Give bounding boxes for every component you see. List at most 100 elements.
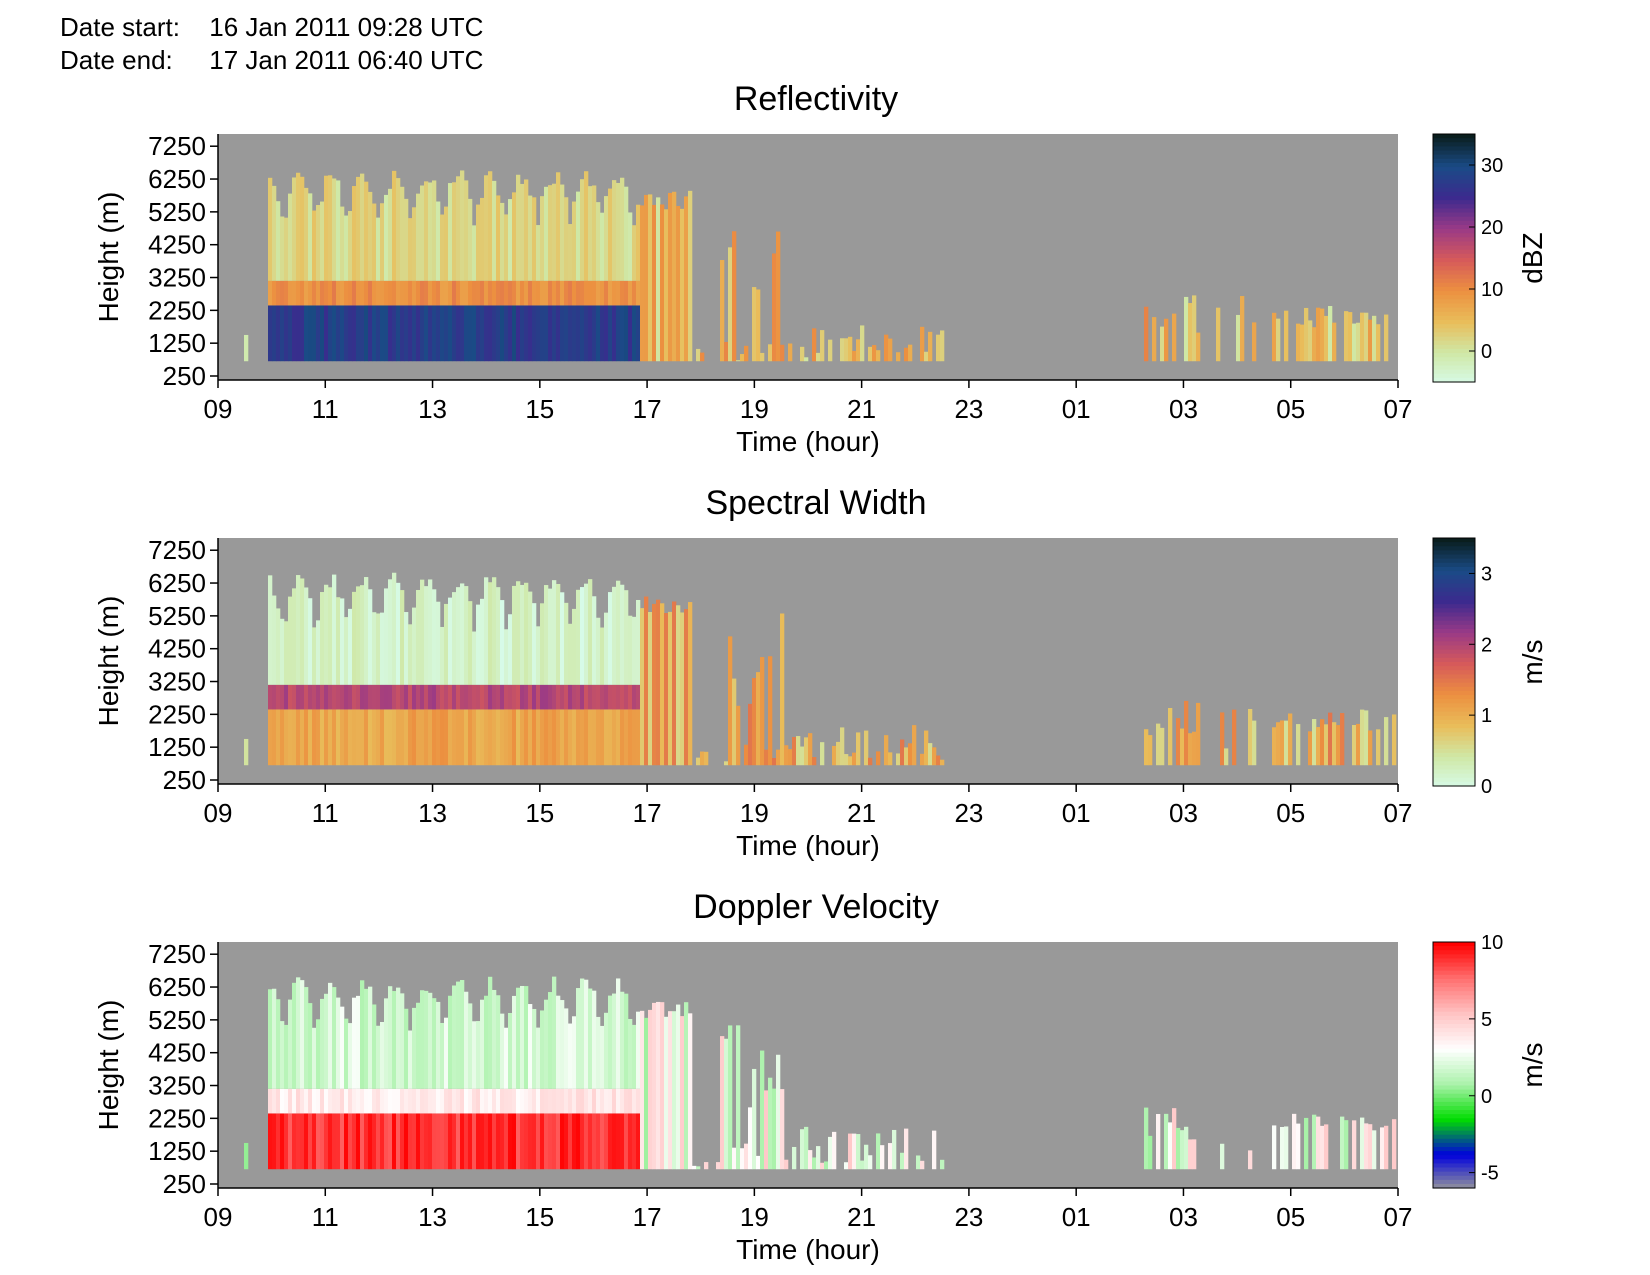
heatmap-cell (724, 1038, 729, 1170)
heatmap-cell (340, 598, 345, 685)
heatmap-cell (484, 684, 489, 710)
heatmap-cell (452, 1088, 457, 1114)
colorbar-segment (1433, 579, 1475, 585)
heatmap-cell (532, 684, 537, 710)
heatmap-cell (336, 1088, 341, 1114)
heatmap-cell (376, 709, 381, 766)
heatmap-cell (852, 752, 857, 766)
heatmap-cell (624, 709, 629, 766)
heatmap-cell (548, 185, 553, 281)
heatmap-cell (476, 280, 481, 306)
heatmap-cell (592, 280, 597, 306)
heatmap-cell (616, 709, 621, 766)
heatmap-cell (696, 1166, 701, 1170)
heatmap-cell (1284, 1126, 1289, 1170)
heatmap-cell (556, 172, 561, 281)
heatmap-cell (376, 217, 381, 281)
x-tick-label: 19 (740, 394, 769, 424)
colorbar-segment (1433, 546, 1475, 551)
heatmap-cell (344, 617, 349, 685)
heatmap-cell (1360, 312, 1365, 362)
heatmap-cell (372, 612, 377, 685)
heatmap-cell (724, 761, 729, 766)
colorbar-frame (1432, 537, 1476, 787)
heatmap-cell (296, 172, 301, 281)
heatmap-cell (644, 1017, 649, 1170)
heatmap-cell (340, 206, 345, 281)
heatmap-cell (524, 280, 529, 306)
heatmap-cell (432, 280, 437, 306)
heatmap-cell (372, 1004, 377, 1089)
colorbar-segment (1433, 575, 1475, 580)
heatmap-cell (604, 196, 609, 281)
colorbar-segment (1433, 966, 1475, 972)
heatmap-cell (888, 338, 893, 362)
heatmap-cell (856, 732, 861, 766)
heatmap-cell (484, 305, 489, 362)
colorbar-segment (1433, 1085, 1475, 1091)
heatmap-cell (1276, 722, 1281, 766)
colorbar-segment (1433, 612, 1475, 618)
heatmap-cell (484, 175, 489, 281)
heatmap-cell (1272, 312, 1277, 362)
heatmap-cell (304, 587, 309, 685)
heatmap-cell (756, 672, 761, 766)
heatmap-cell (356, 305, 361, 362)
heatmap-cell (904, 1128, 909, 1170)
heatmap-cell (768, 1077, 773, 1170)
heatmap-cell (512, 192, 517, 281)
heatmap-cell (312, 1027, 317, 1089)
colorbar-segment (1433, 678, 1475, 684)
heatmap-cell (1276, 318, 1281, 362)
y-axis-label: Height (m) (93, 1000, 124, 1131)
heatmap-cell (360, 280, 365, 306)
heatmap-cell (448, 280, 453, 306)
colorbar-segment (1433, 142, 1475, 147)
colorbar-segment (1433, 1175, 1475, 1181)
heatmap-cell (424, 181, 429, 281)
heatmap-cell (404, 709, 409, 766)
heatmap-cells (244, 170, 1389, 362)
heatmap-cell (896, 753, 901, 766)
heatmap-cell (584, 280, 589, 306)
heatmap-cell (276, 999, 281, 1089)
heatmap-cell (684, 1002, 689, 1170)
colorbar-segment (1433, 765, 1475, 771)
heatmap-cell (412, 709, 417, 766)
heatmap-cell (552, 280, 557, 306)
heatmap-cell (436, 1001, 441, 1089)
colorbar-segment (1433, 1167, 1475, 1173)
heatmap-cell (620, 280, 625, 306)
heatmap-cell (1320, 719, 1325, 766)
heatmap-cell (448, 1113, 453, 1170)
heatmap-cell (328, 587, 333, 685)
heatmap-cell (824, 1161, 829, 1170)
y-tick-label: 250 (163, 1169, 206, 1199)
y-tick-label: 7250 (148, 131, 206, 161)
heatmap-cell (556, 684, 561, 710)
heatmap-cell (648, 1009, 653, 1170)
heatmap-cell (452, 280, 457, 306)
heatmap-cell (268, 1113, 273, 1170)
heatmap-cell (584, 1088, 589, 1114)
colorbar-segment (1433, 637, 1475, 642)
heatmap-cell (716, 1162, 721, 1170)
heatmap-cell (1288, 713, 1293, 766)
heatmap-cell (284, 1024, 289, 1089)
heatmap-cell (608, 280, 613, 306)
colorbar: 0 10 20 30 dBZ (1432, 133, 1548, 383)
heatmap-cell (596, 1088, 601, 1114)
heatmap-cell (576, 191, 581, 281)
heatmap-cell (524, 1088, 529, 1114)
heatmap-cell (700, 352, 705, 362)
colorbar-segment (1433, 538, 1475, 543)
heatmap-cell (476, 709, 481, 766)
heatmap-cell (668, 1011, 673, 1170)
heatmap-cell (424, 1113, 429, 1170)
heatmap-cell (548, 992, 553, 1089)
heatmap-cell (504, 684, 509, 710)
heatmap-cell (620, 709, 625, 766)
heatmap-cell (296, 1088, 301, 1114)
heatmap-cell (560, 1000, 565, 1089)
colorbar-segment (1433, 757, 1475, 762)
